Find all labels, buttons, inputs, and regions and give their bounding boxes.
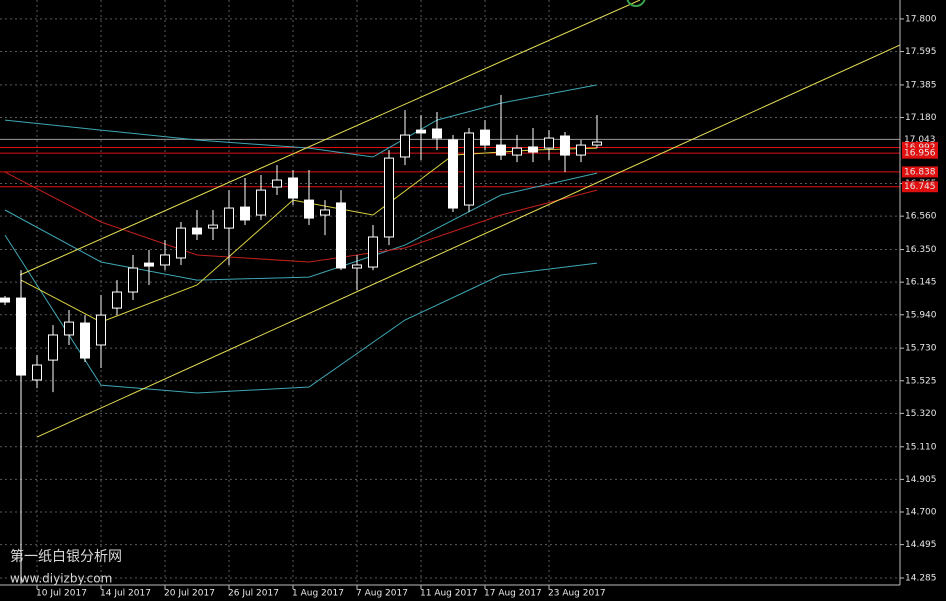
candle-body	[0, 297, 10, 303]
candle-body	[496, 144, 506, 156]
candle-body	[336, 202, 346, 269]
trend-line	[19, 0, 641, 276]
price-level-label: 17.043	[904, 135, 936, 145]
x-tick-label: 1 Aug 2017	[292, 589, 344, 599]
candle-body	[288, 177, 298, 199]
price-level-label: 16.956	[904, 149, 936, 159]
price-level-box	[902, 141, 938, 153]
y-tick-label: 15.730	[905, 344, 937, 354]
watermark-url: www.diyizby.com	[10, 572, 112, 586]
candle-body	[272, 179, 282, 188]
candle-body	[240, 206, 250, 221]
y-tick-label: 17.385	[905, 80, 937, 90]
x-tick-label: 10 Jul 2017	[36, 589, 87, 599]
candle-body	[64, 321, 74, 336]
candle-body	[48, 334, 58, 361]
x-tick-label: 26 Jul 2017	[228, 589, 279, 599]
y-tick-label: 14.905	[905, 475, 937, 485]
candle-body	[528, 146, 538, 153]
candle-body	[544, 137, 554, 149]
candle-body	[128, 267, 138, 293]
candle-body	[368, 236, 378, 268]
x-tick-label: 7 Aug 2017	[356, 589, 408, 599]
y-tick-label: 14.285	[905, 574, 937, 584]
candle-body	[560, 135, 570, 156]
candle-body	[80, 322, 90, 359]
candle-body	[176, 227, 186, 259]
candle-body	[208, 224, 218, 229]
y-tick-label: 15.320	[905, 409, 937, 419]
x-tick-label: 14 Jul 2017	[100, 589, 151, 599]
y-tick-label: 14.495	[905, 540, 937, 550]
candle-body	[160, 254, 170, 266]
corner-icon	[626, 0, 646, 7]
candle-body	[112, 291, 122, 309]
candle-body	[96, 314, 106, 346]
y-tick-label: 16.560	[905, 212, 937, 222]
y-tick-label: 17.595	[905, 47, 937, 57]
price-level-box	[902, 147, 938, 159]
candle-body	[320, 209, 330, 216]
candle-body	[352, 264, 362, 269]
grid	[0, 0, 900, 585]
candle-body	[256, 189, 266, 216]
candle-body	[432, 128, 442, 139]
indicator-line	[4, 234, 598, 394]
plot-area	[0, 0, 900, 584]
price-level-box	[902, 181, 938, 193]
y-tick-label: 14.700	[905, 507, 937, 517]
candle-body	[480, 129, 490, 146]
candle-body	[224, 207, 234, 229]
y-tick-label: 16.350	[905, 245, 937, 255]
candle-body	[464, 132, 474, 206]
y-tick-label: 17.180	[905, 113, 937, 123]
x-tick-label: 17 Aug 2017	[484, 589, 542, 599]
candle-body	[512, 147, 522, 156]
y-tick-label: 15.525	[905, 376, 937, 386]
watermark: 第一纸白银分析网	[10, 548, 122, 565]
candle-body	[400, 134, 410, 158]
candle-body	[384, 157, 394, 238]
candle-body	[144, 262, 154, 267]
candle-body	[32, 364, 42, 381]
candle-body	[416, 129, 426, 134]
price-level-box	[902, 166, 938, 178]
price-level-label: 16.838	[904, 167, 936, 177]
indicator-line	[4, 84, 598, 158]
x-tick-label: 11 Aug 2017	[420, 589, 478, 599]
trend-line	[36, 44, 900, 438]
candle-body	[592, 141, 602, 146]
candle-body	[304, 199, 314, 219]
axis-labels: 17.80017.59517.38517.18016.76516.56016.3…	[36, 14, 938, 599]
indicator-line	[4, 172, 598, 281]
x-tick-label: 23 Aug 2017	[548, 589, 606, 599]
y-tick-label: 17.800	[905, 14, 937, 24]
candle-body	[16, 297, 26, 376]
x-tick-label: 20 Jul 2017	[164, 589, 215, 599]
indicator-line	[4, 171, 598, 263]
candle-body	[448, 139, 458, 209]
price-level-label: 16.745	[904, 182, 936, 192]
candle-body	[192, 227, 202, 235]
candle-body	[576, 144, 586, 156]
y-tick-label: 15.940	[905, 310, 937, 320]
y-tick-label: 16.145	[905, 278, 937, 288]
y-tick-label: 15.110	[905, 442, 937, 452]
